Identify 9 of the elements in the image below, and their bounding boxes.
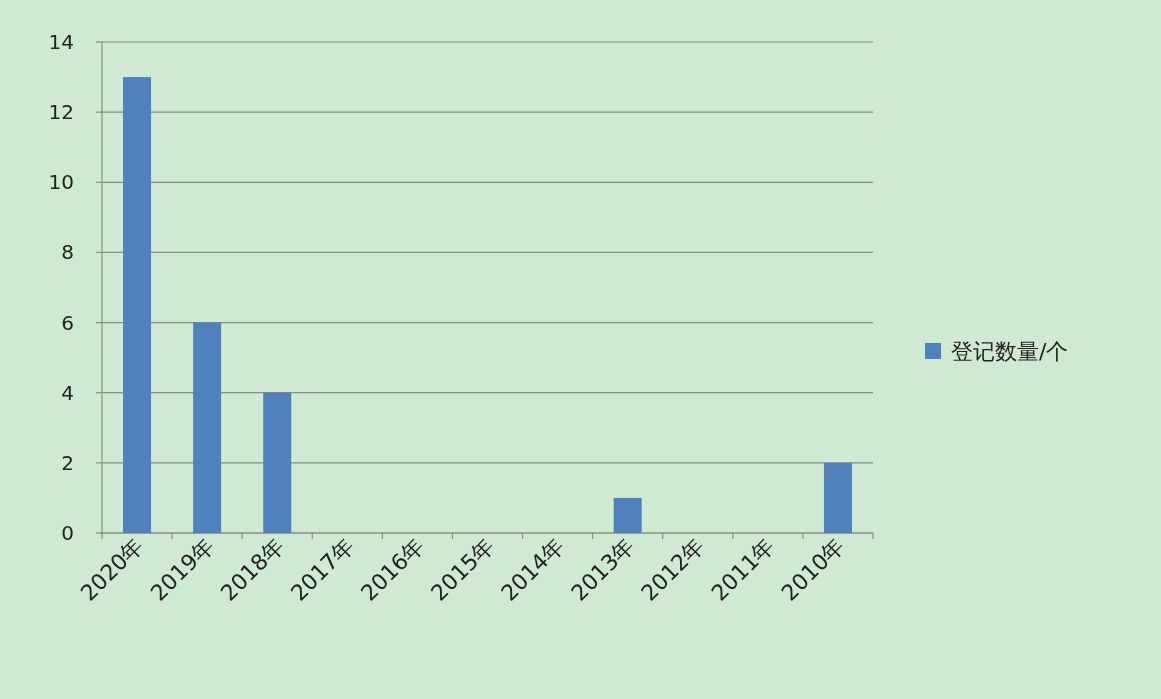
legend-label: 登记数量/个	[951, 339, 1069, 364]
y-tick-label: 14	[48, 30, 74, 54]
y-tick-label: 8	[61, 240, 74, 265]
y-tick-label: 0	[61, 521, 74, 545]
y-tick-label: 12	[48, 100, 74, 125]
y-tick-label: 2	[61, 450, 74, 475]
y-tick-label: 6	[61, 310, 74, 335]
y-tick-label: 10	[48, 170, 74, 195]
y-tick-label: 4	[61, 380, 74, 405]
